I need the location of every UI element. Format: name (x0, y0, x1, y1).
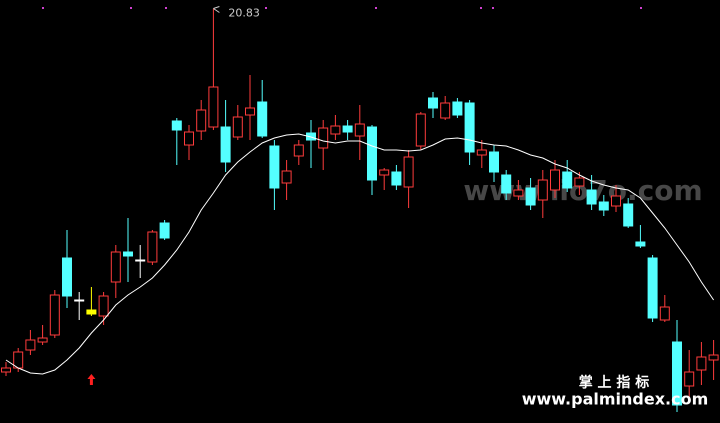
candle-body (257, 101, 268, 137)
candle-body (513, 189, 524, 197)
candle-body (98, 295, 109, 317)
candle-body (330, 125, 341, 135)
candle-body (550, 169, 560, 191)
candle-body (489, 151, 499, 173)
candle-body (293, 144, 304, 157)
candle-body (367, 126, 377, 181)
candle-body (647, 257, 658, 319)
candle-body (586, 189, 597, 205)
candle-body (696, 356, 707, 371)
candle-body (464, 102, 475, 153)
candle-body (1, 367, 11, 373)
candle-body (672, 341, 682, 406)
candle-body (25, 339, 36, 351)
candle-body (269, 145, 280, 189)
candle-body (196, 109, 207, 132)
candle-body (379, 169, 390, 176)
candle-body (123, 251, 133, 257)
candle-body (708, 354, 719, 361)
candle-body (611, 195, 621, 207)
candle-body (354, 123, 365, 137)
candle-body (562, 171, 573, 189)
candle-body (147, 231, 158, 263)
site: www.palmindex.com (522, 390, 709, 409)
candle-body (159, 222, 170, 239)
candle-body (135, 259, 146, 262)
brand: 掌 上 指 标 (579, 374, 650, 391)
candle-body (428, 97, 438, 109)
candle-body (391, 171, 402, 186)
candle-body (37, 337, 48, 343)
candle-body (110, 251, 121, 283)
candle-body (684, 371, 695, 387)
signal-arrow (87, 374, 96, 385)
candle-body (62, 257, 72, 297)
max-label: 20.83 (228, 7, 260, 20)
max-pointer (213, 6, 220, 13)
candle-body (245, 107, 255, 116)
moving-average (5, 133, 715, 375)
candle-body (440, 102, 451, 119)
candle-body (403, 156, 414, 188)
candle-body (598, 201, 609, 211)
candle-body (635, 241, 646, 247)
candle-body (574, 177, 585, 187)
candle-body (318, 127, 329, 149)
candle-body (623, 203, 634, 227)
candle-body (342, 125, 353, 133)
candle-body (525, 187, 536, 206)
candle-body (49, 294, 60, 336)
candle-body (184, 131, 194, 146)
candle-body (86, 309, 97, 315)
candle-body (74, 299, 85, 302)
candle-body (281, 170, 292, 184)
candle-body (537, 179, 548, 201)
candle-body (171, 120, 182, 131)
candle-body (501, 174, 512, 194)
candle-body (220, 126, 231, 163)
top-markers (42, 7, 642, 9)
candle-body (452, 101, 463, 116)
candle-body (659, 306, 670, 321)
candle-body (232, 116, 243, 138)
candle-body (208, 86, 219, 128)
candle-body (415, 113, 426, 147)
candle-body (476, 149, 487, 156)
